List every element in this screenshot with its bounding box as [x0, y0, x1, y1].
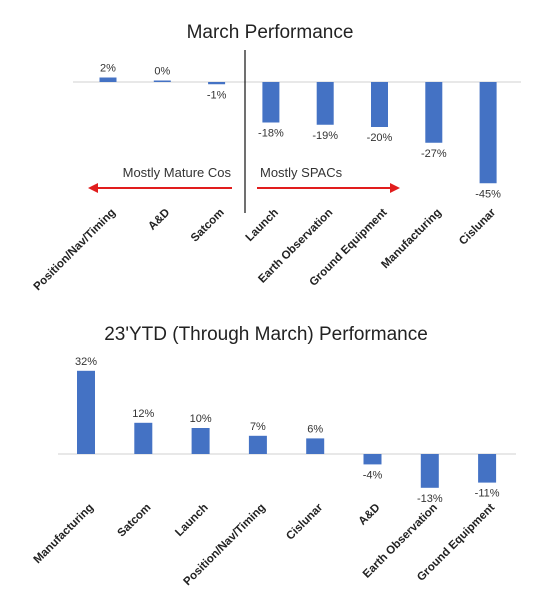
bar-4 [316, 82, 334, 125]
data-label-7: -45% [475, 188, 501, 200]
left-arrow-label: Mostly Mature Cos [123, 165, 232, 180]
bar-6 [420, 454, 439, 488]
data-label-7: -11% [475, 488, 500, 500]
category-label-5: A&D [357, 502, 383, 528]
chart-ytd-performance: 23'YTD (Through March) Performance 32% 12… [32, 324, 516, 588]
data-label-5: -4% [363, 469, 383, 481]
bar-7 [479, 82, 497, 184]
chart2-title: 23'YTD (Through March) Performance [104, 324, 428, 345]
chart1-category-labels: Position/Nav/Timing A&D Satcom LaunchEarth … [32, 206, 499, 293]
bar-4 [306, 438, 325, 454]
bar-6 [425, 82, 443, 143]
data-label-6: -13% [417, 493, 443, 505]
category-label-6: Manufacturing [379, 207, 444, 272]
category-label-0: Manufacturing [32, 502, 97, 567]
data-label-1: 0% [154, 66, 170, 78]
data-label-6: -27% [421, 148, 447, 160]
bar-0 [99, 77, 117, 82]
data-label-3: -18% [258, 128, 284, 140]
bar-5 [363, 454, 382, 465]
category-label-1: A&D [146, 207, 172, 233]
bar-1 [153, 80, 171, 82]
data-label-2: -1% [207, 89, 227, 101]
bar-3 [262, 82, 280, 123]
data-label-0: 2% [100, 63, 116, 75]
category-label-2: Satcom [189, 207, 227, 245]
data-label-5: -20% [367, 132, 393, 144]
bar-7 [478, 454, 497, 483]
data-label-1: 12% [132, 408, 154, 420]
data-label-0: 32% [75, 356, 97, 368]
chart2-data-labels: 32% 12% 10% 7% 6% -4% -13% -11% [75, 356, 500, 505]
data-label-3: 7% [250, 421, 266, 433]
data-label-4: -19% [312, 130, 338, 142]
chart2-category-labels: Manufacturing Satcom LaunchPosition/Nav/Ti… [32, 501, 498, 588]
chart1-bars [99, 77, 497, 184]
bar-2 [208, 82, 226, 85]
category-label-0: Position/Nav/Timing [32, 207, 118, 293]
right-arrow-label: Mostly SPACs [260, 165, 343, 180]
bar-0 [77, 370, 95, 454]
category-label-7: Cislunar [457, 206, 498, 247]
category-label-3: Launch [244, 207, 281, 244]
chart1-title: March Performance [187, 22, 354, 43]
chart-march-performance: March Performance Mostly Mature Cos Most… [32, 22, 521, 293]
bar-1 [134, 422, 153, 454]
category-label-4: Cislunar [284, 501, 325, 542]
bar-5 [371, 82, 388, 127]
data-label-2: 10% [190, 413, 212, 425]
category-label-2: Launch [173, 502, 210, 539]
category-label-1: Satcom [116, 502, 154, 540]
chart2-bars [77, 370, 497, 488]
bar-2 [191, 428, 210, 454]
data-label-4: 6% [307, 423, 323, 435]
chart1-data-labels: 2% 0% -1% -18% -19% -20% -27% -45% [100, 63, 501, 201]
bar-3 [248, 435, 267, 454]
